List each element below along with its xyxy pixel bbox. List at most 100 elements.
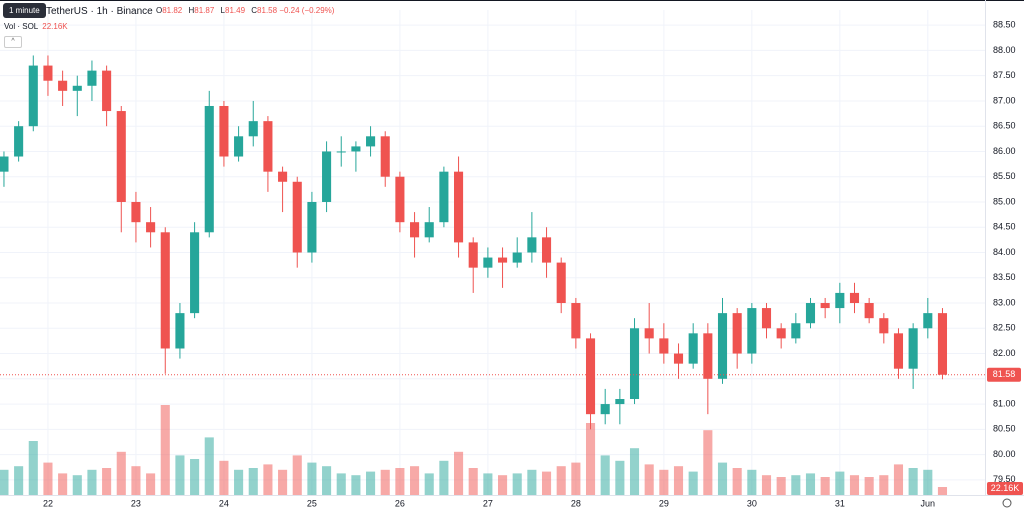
volume-bar [351, 475, 361, 495]
y-tick-label: 86.00 [993, 146, 1016, 156]
candle-body [688, 333, 698, 364]
y-tick-label: 88.50 [993, 20, 1016, 30]
y-tick-label: 84.00 [993, 247, 1016, 257]
candle-body [556, 262, 566, 304]
candle-body [761, 308, 772, 329]
volume-bar [835, 471, 845, 495]
volume-bar [688, 471, 698, 495]
candle-body [28, 65, 38, 127]
candle-body [454, 171, 464, 243]
candle-body [805, 303, 816, 324]
candle-body [923, 313, 933, 329]
candle-body [410, 222, 420, 238]
y-tick-label: 80.00 [993, 449, 1016, 459]
settings-icon[interactable] [1002, 498, 1012, 508]
candle-body [629, 328, 640, 400]
volume-bar [820, 477, 830, 495]
candle-body [0, 156, 9, 172]
volume-bar [776, 477, 786, 495]
y-tick-label: 88.00 [993, 45, 1016, 55]
y-tick-label: 82.00 [993, 348, 1016, 358]
volume-bar [380, 469, 390, 495]
volume-bar [219, 460, 229, 495]
volume-tag [987, 482, 1023, 495]
volume-bar [366, 471, 376, 495]
volume-bar [234, 469, 244, 495]
change: −0.24 (−0.29%) [279, 6, 335, 15]
volume-bar [849, 475, 860, 495]
candle-body [190, 232, 200, 314]
candle-body [908, 328, 918, 369]
volume-bar [190, 459, 200, 495]
y-tick-label: 79.50 [993, 474, 1016, 484]
candle-body [131, 201, 141, 223]
volume-bar [908, 468, 918, 495]
candle-body [175, 313, 185, 349]
candle-body [893, 333, 904, 369]
x-tick-label: 29 [659, 498, 669, 508]
volume-bar [58, 473, 68, 495]
candle-body [497, 257, 508, 263]
y-tick-label: 82.50 [993, 323, 1016, 333]
y-tick-label: 87.00 [993, 95, 1016, 105]
volume-value: 22.16K [42, 22, 68, 31]
volume-bar [732, 468, 742, 495]
candle-body [72, 85, 82, 91]
y-tick-label: 80.50 [993, 424, 1016, 434]
y-tick-label: 84.50 [993, 222, 1016, 232]
volume-bar [717, 462, 728, 495]
ohlc-key: O [156, 6, 163, 15]
symbol[interactable]: TetherUS · 1h · Binance [46, 6, 153, 17]
volume-bar [292, 455, 302, 495]
volume-bar [556, 466, 566, 495]
candle-body [87, 70, 97, 86]
ohlc-value: 81.87 [194, 6, 215, 15]
volume-bar [131, 466, 141, 495]
candle-body [776, 328, 786, 339]
candle-body [322, 151, 332, 202]
candle-body [659, 338, 669, 354]
candle-body [600, 404, 610, 415]
volume-bar [805, 473, 816, 495]
candle-body [234, 136, 244, 157]
candle-body [937, 313, 948, 375]
candle-body [849, 292, 860, 304]
volume-bar [336, 473, 346, 495]
volume-bar [146, 473, 156, 495]
candle-body [14, 126, 24, 157]
candle-body [424, 222, 434, 238]
volume-bar [395, 468, 405, 495]
volume-bar [893, 464, 904, 495]
y-tick-label: 81.00 [993, 398, 1016, 408]
volume-bar [747, 469, 757, 495]
candle-body [219, 105, 229, 157]
candle-body [263, 121, 273, 172]
candle-body [615, 399, 625, 405]
collapse-button[interactable]: ^ [4, 36, 22, 48]
ohlc-value: 81.58 [257, 6, 278, 15]
volume-tag-label: 22.16K [991, 483, 1020, 493]
tooltip: 1 minute [3, 3, 46, 18]
volume-bar [923, 469, 933, 495]
volume-bar [307, 462, 317, 495]
volume-bar [659, 469, 669, 495]
volume-bar [541, 471, 552, 495]
volume-bar [0, 469, 9, 495]
candle-body [483, 257, 493, 268]
candle-body [43, 65, 53, 81]
candle-body [336, 151, 346, 153]
candle-body [717, 313, 728, 379]
candle-body [644, 328, 654, 339]
volume-bar [204, 437, 214, 495]
x-tick-label: 30 [747, 498, 757, 508]
volume-bar [322, 466, 332, 495]
candle-body [351, 146, 361, 152]
candle-body [160, 232, 170, 349]
y-tick-label: 85.00 [993, 196, 1016, 206]
volume-bar [410, 466, 420, 495]
volume-bar [761, 475, 772, 495]
candle-body [204, 105, 214, 233]
y-tick-label: 87.50 [993, 70, 1016, 80]
candle-body [395, 176, 405, 223]
